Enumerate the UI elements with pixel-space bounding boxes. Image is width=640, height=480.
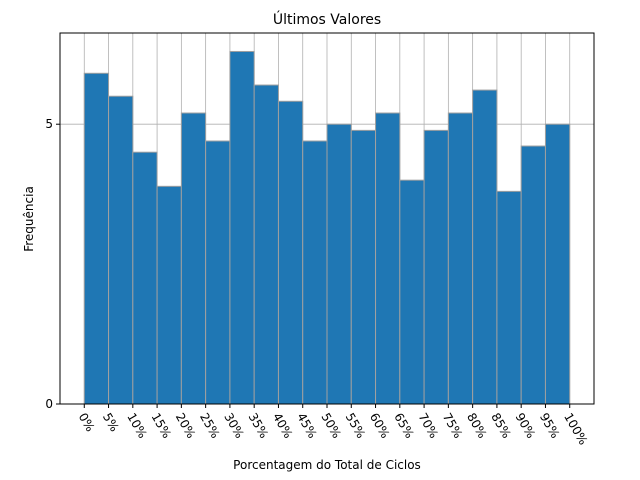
x-tick-label: 65%: [391, 411, 416, 441]
x-tick-label: 30%: [221, 411, 246, 441]
bar: [253, 84, 279, 405]
x-tick-label: 75%: [440, 411, 465, 441]
x-tick-label: 25%: [197, 411, 222, 441]
x-tick-label: 70%: [415, 411, 440, 441]
chart-title: Últimos Valores: [273, 10, 381, 28]
bar: [132, 151, 158, 405]
y-tick-label: 0: [45, 397, 53, 411]
bar: [520, 145, 546, 405]
bar: [447, 112, 474, 405]
x-tick-label: 40%: [270, 411, 295, 441]
x-tick-label: 20%: [173, 411, 198, 441]
x-tick-label: 35%: [246, 411, 271, 441]
x-tick-label: 0%: [76, 411, 98, 434]
x-tick-label: 80%: [464, 411, 489, 441]
bar: [83, 72, 110, 405]
x-tick-label: 10%: [124, 411, 149, 441]
bar: [205, 140, 231, 405]
bar: [375, 112, 401, 405]
x-tick-label: 50%: [318, 411, 343, 441]
x-tick-label: 55%: [343, 411, 368, 441]
bar: [229, 50, 255, 405]
x-tick-label: 15%: [148, 411, 173, 441]
bar: [326, 123, 352, 405]
bar: [156, 185, 182, 405]
x-tick-label: 5%: [100, 411, 122, 434]
bar: [496, 190, 522, 405]
bar: [108, 95, 134, 405]
bar: [350, 129, 377, 405]
x-tick-label: 60%: [367, 411, 392, 441]
bar: [302, 140, 328, 405]
x-tick-label: 90%: [513, 411, 538, 441]
x-tick-label: 85%: [488, 411, 513, 441]
y-tick-label: 5: [45, 117, 53, 131]
x-tick-label: 95%: [537, 411, 562, 441]
bar: [277, 100, 304, 405]
bar: [423, 129, 449, 405]
x-tick-label: 100%: [561, 411, 590, 448]
bar: [399, 179, 425, 405]
x-axis-label: Porcentagem do Total de Ciclos: [233, 458, 421, 472]
bar: [180, 112, 207, 405]
bar: [472, 89, 498, 405]
x-tick-label: 45%: [294, 411, 319, 441]
y-axis-label: Frequência: [22, 186, 36, 252]
bar: [544, 123, 571, 405]
